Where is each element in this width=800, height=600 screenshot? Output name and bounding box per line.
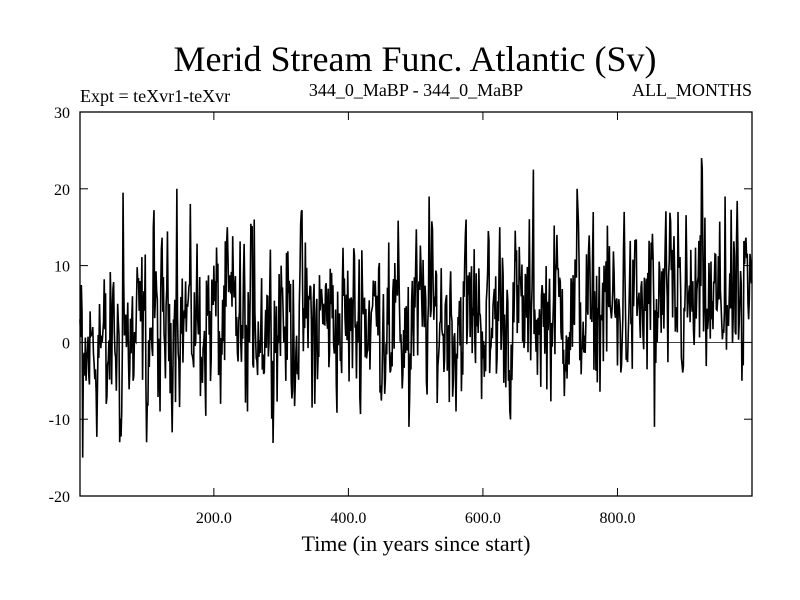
experiment-label: Expt = teXvr1-teXvr — [80, 86, 230, 106]
period-label: 344_0_MaBP - 344_0_MaBP — [309, 80, 523, 100]
y-tick-label: 20 — [54, 182, 70, 199]
y-tick-label: -20 — [49, 489, 70, 506]
chart-title: Merid Stream Func. Atlantic (Sv) — [174, 39, 657, 79]
x-tick-label: 800.0 — [599, 510, 635, 527]
x-tick-label: 400.0 — [330, 510, 366, 527]
x-axis: 200.0 400.0 600.0 800.0 — [196, 112, 635, 527]
plot-frame — [79, 111, 753, 497]
y-tick-label: 0 — [62, 335, 70, 352]
y-tick-label: 10 — [54, 259, 70, 276]
x-axis-label: Time (in years since start) — [302, 531, 531, 556]
x-tick-label: 200.0 — [196, 510, 232, 527]
series-line — [79, 158, 753, 458]
y-tick-label: -10 — [49, 412, 70, 429]
x-tick-label: 600.0 — [465, 510, 501, 527]
y-tick-label: 30 — [54, 105, 70, 122]
months-label: ALL_MONTHS — [632, 80, 752, 100]
